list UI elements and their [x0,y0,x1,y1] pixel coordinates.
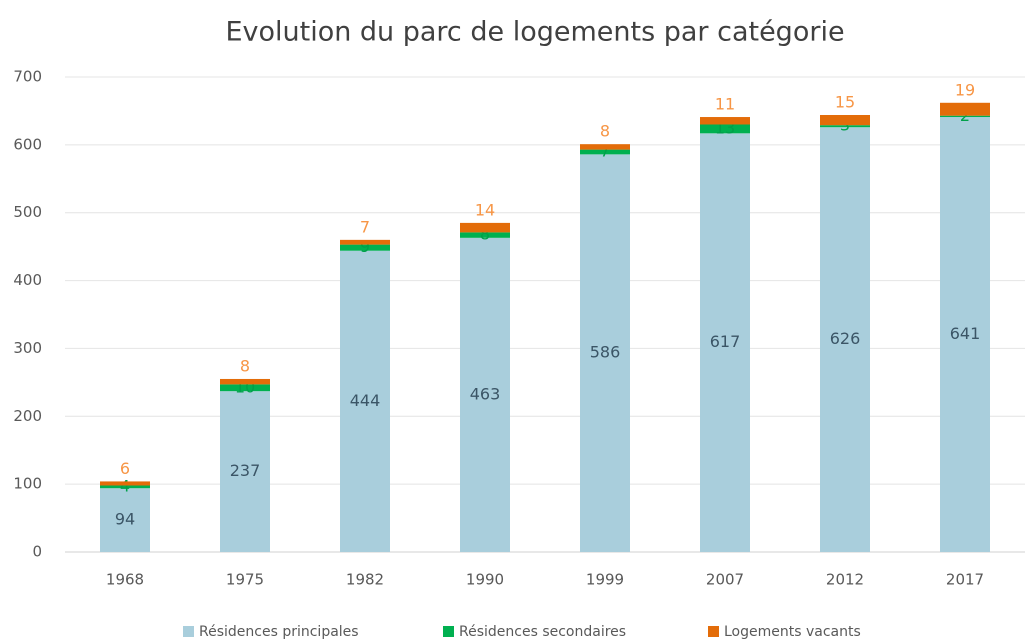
data-label: 7 [360,217,370,236]
data-label: 8 [240,356,250,375]
legend-label: Logements vacants [724,624,861,640]
bar-segment [460,237,510,553]
bar-segment [100,485,150,489]
bar-segment [100,481,150,486]
y-tick-label: 700 [13,68,42,86]
data-label: 641 [950,324,981,343]
x-tick-label: 1999 [586,571,624,589]
y-tick-label: 300 [13,339,42,357]
y-tick-label: 500 [13,203,42,221]
data-label: 7 [600,141,610,160]
data-label: 15 [835,93,855,112]
bar-segment [700,117,750,125]
data-label: 463 [470,384,501,403]
y-tick-label: 400 [13,271,42,289]
data-label: 8 [600,122,610,141]
data-label: 586 [590,343,621,362]
y-tick-label: 0 [32,543,42,561]
bar-segment [820,125,870,128]
data-label: 6 [120,459,130,478]
bar-segment [700,133,750,553]
data-label: 444 [350,391,381,410]
legend-swatch [183,626,194,637]
x-tick-label: 1982 [346,571,384,589]
data-label: 14 [475,200,495,219]
chart-title: Evolution du parc de logements par catég… [225,17,844,48]
data-label: 9 [360,237,370,256]
legend-label: Résidences secondaires [459,624,626,640]
bar-segment [940,117,990,553]
bar-segment [820,115,870,126]
bar-segment [700,124,750,134]
data-label: 8 [480,225,490,244]
bar-segment [220,384,270,392]
legend-label: Résidences principales [199,624,359,640]
x-tick-label: 1975 [226,571,264,589]
data-label: 19 [955,80,975,99]
x-tick-label: 2017 [946,571,984,589]
x-tick-label: 2007 [706,571,744,589]
bar-segment [340,244,390,251]
bar-segment [580,154,630,552]
legend-swatch [443,626,454,637]
data-label: 4 [120,476,130,495]
bar-segment [940,102,990,116]
y-tick-label: 100 [13,475,42,493]
bar-segment [820,127,870,552]
data-label: 3 [840,116,850,135]
bar-segment [220,391,270,552]
bar-segment [580,149,630,155]
legend-swatch [708,626,719,637]
bar-segment [460,232,510,238]
bar-segment [340,239,390,245]
data-label: 11 [715,95,735,114]
bar-segment [940,115,990,118]
data-label: 617 [710,332,741,351]
bar-segment [580,144,630,150]
bar-segment [100,488,150,552]
bar-segment [340,250,390,552]
y-tick-label: 200 [13,407,42,425]
bar-segment [220,378,270,385]
data-label: 94 [115,510,135,529]
bar-segment [460,222,510,233]
x-tick-label: 1968 [106,571,144,589]
x-tick-label: 1990 [466,571,504,589]
data-label: 237 [230,461,261,480]
x-tick-label: 2012 [826,571,864,589]
data-label: 626 [830,329,861,348]
y-tick-label: 600 [13,135,42,153]
